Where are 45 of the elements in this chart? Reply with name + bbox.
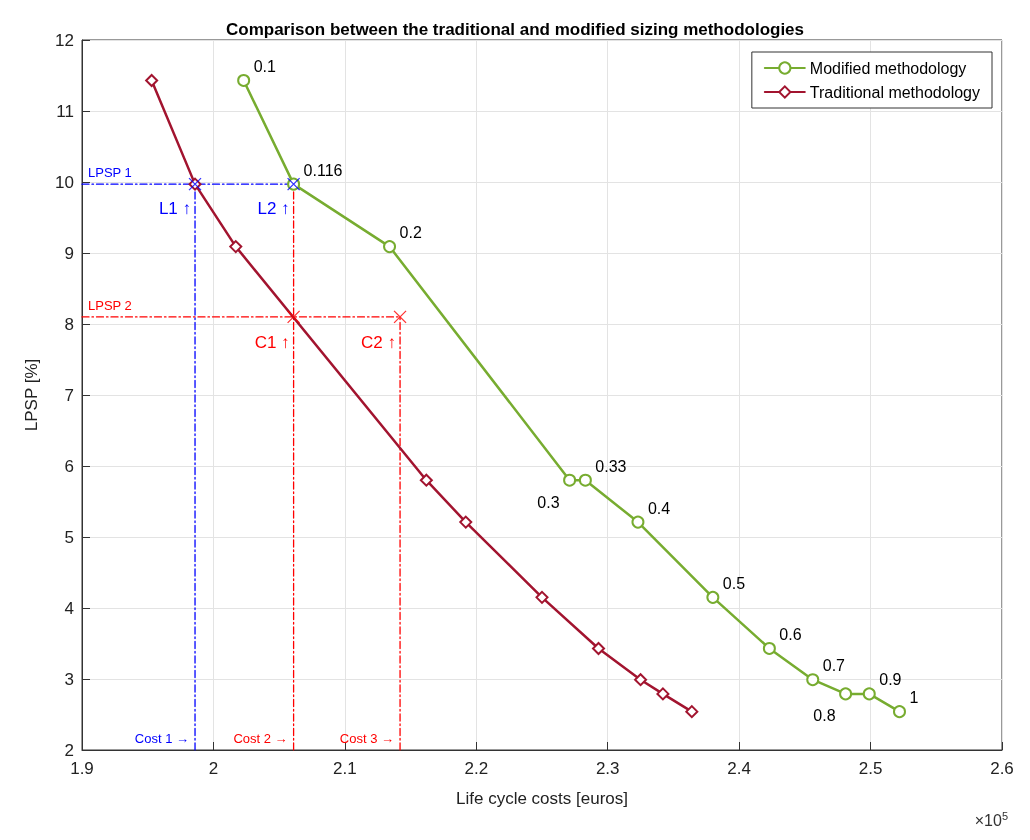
x-axis-title: Life cycle costs [euros] [456, 789, 628, 808]
x-tick-label: 2.5 [858, 759, 883, 778]
annotation: C1 ↑ [254, 332, 290, 352]
x-tick-label: 2 [208, 759, 219, 778]
y-tick-label: 7 [64, 385, 74, 405]
annotation: 0.5 [722, 574, 746, 592]
annotation: Cost 1 → [134, 731, 190, 746]
annotation: 0.6 [779, 625, 802, 643]
y-tick-label: 10 [55, 172, 74, 192]
annotation: 0.9 [879, 671, 902, 689]
annotation: 0.8 [813, 707, 836, 725]
annotation: 0.116 [303, 161, 343, 179]
legend-label: Modified methodology [809, 59, 967, 77]
annotation: 0.2 [399, 224, 422, 242]
annotation: L2 ↑ [257, 199, 290, 219]
annotation: Cost 3 → [339, 731, 395, 746]
annotation: 0.7 [822, 657, 846, 675]
y-tick-label: 6 [64, 456, 74, 476]
y-tick-label: 12 [55, 30, 74, 50]
annotation: 1 [909, 689, 919, 707]
annotation: LPSP 2 [88, 297, 132, 313]
y-tick-label: 2 [64, 740, 74, 760]
y-axis-title: LPSP [%] [22, 358, 41, 432]
x-tick-label: 2.1 [333, 759, 357, 778]
y-tick-label: 4 [64, 598, 74, 618]
annotation: Cost 2 → [233, 731, 288, 746]
annotation: 0.33 [595, 457, 627, 475]
annotation: 0.4 [647, 499, 671, 517]
x-tick-label: 1.9 [70, 759, 94, 778]
y-tick-label: 8 [64, 314, 74, 334]
annotation: LPSP 1 [88, 165, 132, 181]
y-tick-label: 5 [64, 527, 74, 547]
x-tick-label: 2.6 [990, 759, 1014, 778]
x-tick-label: 2.2 [464, 759, 489, 778]
annotation: 0.3 [537, 493, 560, 511]
y-tick-label: 11 [56, 101, 74, 121]
x-tick-label: 2.3 [595, 759, 620, 778]
annotation: L1 ↑ [158, 199, 192, 219]
x-tick-label: 2.4 [727, 759, 751, 778]
annotation: C2 ↑ [361, 332, 397, 352]
y-tick-label: 9 [64, 243, 74, 263]
annotation: 0.1 [253, 57, 276, 75]
legend-label: Traditional methodology [809, 83, 980, 101]
y-tick-label: 3 [64, 669, 74, 689]
chart-title: Comparison between the traditional and modified sizing methodologies [225, 20, 805, 39]
